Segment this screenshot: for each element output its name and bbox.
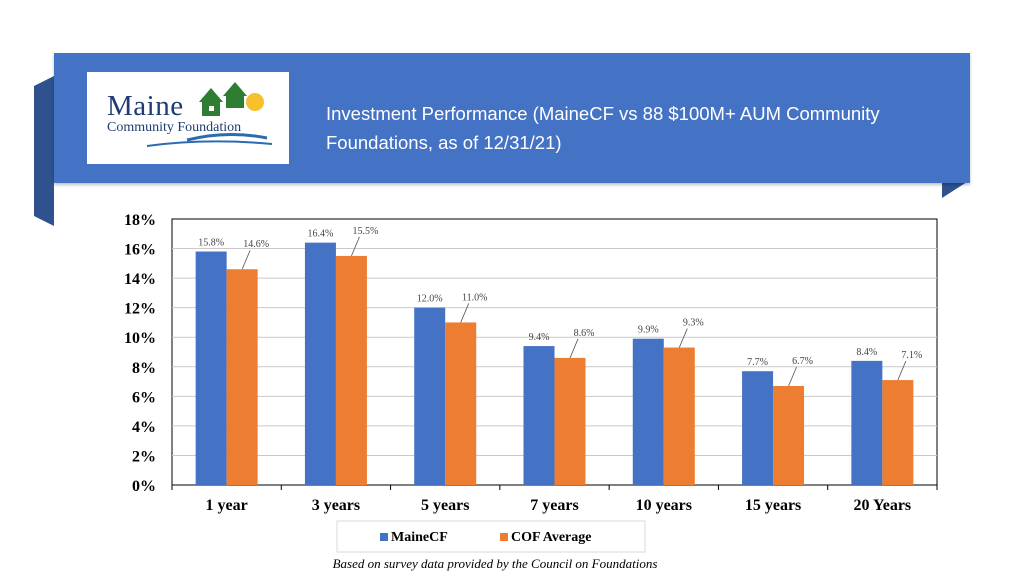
data-label: 9.9% (638, 325, 659, 336)
data-label: 14.6% (243, 239, 269, 250)
y-tick-label: 2% (132, 448, 156, 465)
data-label: 9.4% (529, 332, 550, 343)
bar-mainecf (742, 371, 774, 485)
x-tick-label: 5 years (421, 497, 469, 514)
data-label-leader (788, 366, 797, 387)
data-label-leader (569, 338, 579, 359)
y-tick-label: 18% (124, 212, 156, 229)
data-label: 7.1% (901, 350, 922, 361)
bar-mainecf (632, 338, 664, 485)
logo-text-maine: Maine (107, 90, 184, 122)
x-tick-label: 7 years (530, 497, 578, 514)
bar-mainecf (414, 307, 446, 485)
data-label: 8.4% (856, 347, 877, 358)
data-label-leader (351, 236, 360, 257)
legend-swatch (380, 533, 388, 541)
x-tick-label: 20 Years (854, 497, 912, 514)
data-label-leader (678, 328, 688, 348)
y-tick-label: 16% (124, 242, 156, 259)
x-tick-label: 10 years (636, 497, 692, 514)
bar-mainecf (851, 360, 883, 485)
legend-label: COF Average (511, 530, 591, 545)
y-tick-label: 10% (124, 330, 156, 347)
bar-mainecf (523, 346, 555, 485)
data-label: 6.7% (792, 356, 813, 367)
bar-cof-average (226, 269, 258, 485)
y-tick-label: 4% (132, 419, 156, 436)
footnote: Based on survey data provided by the Cou… (332, 556, 658, 571)
data-label: 8.6% (574, 328, 595, 339)
header-fold-right (942, 180, 970, 198)
data-label-leader (241, 250, 251, 270)
y-tick-label: 8% (132, 360, 156, 377)
data-label: 15.5% (353, 226, 379, 237)
bar-cof-average (663, 347, 695, 485)
data-label: 7.7% (747, 357, 768, 368)
data-label: 11.0% (462, 292, 487, 303)
y-tick-label: 14% (124, 271, 156, 288)
x-tick-label: 1 year (206, 497, 248, 514)
data-label-leader (897, 360, 907, 381)
x-tick-label: 15 years (745, 497, 801, 514)
page-title: Investment Performance (MaineCF vs 88 $1… (326, 103, 880, 153)
bar-cof-average (335, 255, 367, 485)
data-label: 12.0% (417, 294, 443, 305)
bar-cof-average (554, 357, 586, 485)
data-label: 9.3% (683, 318, 704, 329)
x-tick-label: 3 years (312, 497, 360, 514)
bar-mainecf (304, 242, 336, 485)
legend-label: MaineCF (391, 530, 448, 545)
y-tick-label: 12% (124, 301, 156, 318)
maine-community-foundation-logo: Maine Community Foundation (87, 72, 289, 164)
data-label: 16.4% (308, 229, 334, 240)
data-label-leader (460, 303, 470, 323)
y-tick-label: 0% (132, 478, 156, 495)
logo-text-community-foundation: Community Foundation (107, 120, 242, 135)
bar-cof-average (773, 385, 805, 485)
data-label: 15.8% (198, 238, 224, 249)
bar-cof-average (445, 322, 477, 485)
legend-box (336, 520, 646, 553)
legend-swatch (500, 533, 508, 541)
bar-mainecf (195, 251, 227, 485)
y-tick-label: 6% (132, 389, 156, 406)
bar-cof-average (882, 380, 914, 485)
